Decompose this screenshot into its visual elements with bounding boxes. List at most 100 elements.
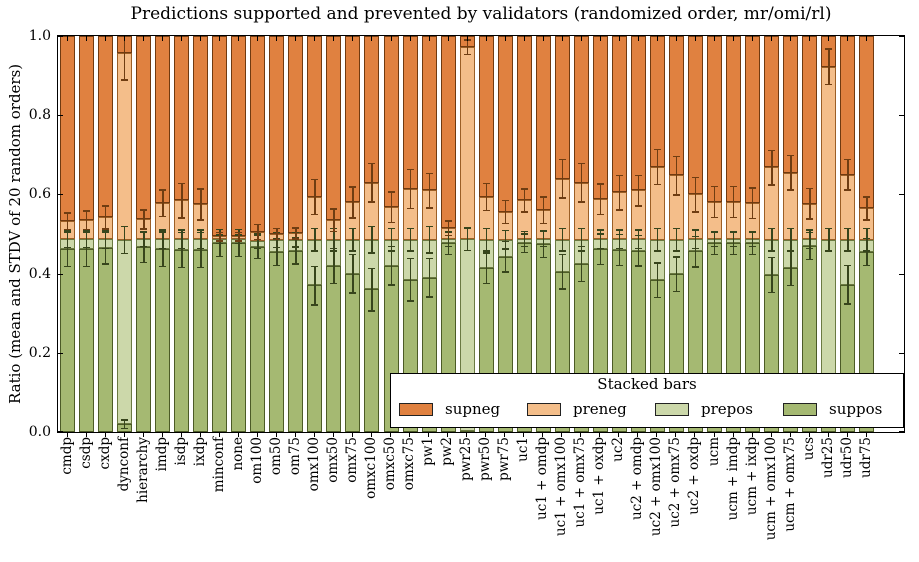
error-bar-cap	[653, 262, 661, 264]
bar-segment-supneg	[554, 36, 570, 179]
error-bar-line	[847, 158, 849, 191]
error-bar-cap	[577, 201, 585, 203]
error-bar-cap	[159, 229, 167, 231]
error-bar-line	[333, 208, 335, 232]
x-tick-bottom	[66, 433, 68, 437]
error-bar-cap	[672, 194, 680, 196]
x-tick-label: omx50	[324, 437, 341, 483]
x-tick-bottom	[789, 433, 791, 437]
error-bar-cap	[273, 246, 281, 249]
bar-segment-supneg	[98, 36, 114, 218]
error-bar-cap	[653, 250, 661, 252]
error-bar-line	[561, 227, 564, 252]
error-bar-line	[866, 227, 868, 252]
x-tick-top	[790, 36, 792, 41]
error-bar-cap	[520, 230, 528, 233]
x-tick-label: ucm + imdp	[724, 437, 741, 521]
error-bar-cap	[596, 213, 604, 216]
error-bar-line	[86, 230, 88, 248]
x-tick-top	[466, 36, 468, 41]
error-bar-line	[105, 205, 107, 230]
error-bar-line	[771, 149, 773, 186]
error-bar-line	[352, 186, 354, 219]
x-tick-label: cxdp	[96, 437, 113, 470]
legend: Stacked bars supneg preneg prepos suppos	[390, 373, 904, 428]
legend-entries: supneg preneg prepos suppos	[391, 395, 903, 423]
x-tick-bottom	[618, 433, 620, 437]
error-bar-cap	[577, 280, 585, 282]
error-bar-cap	[730, 186, 738, 188]
error-bar-cap	[273, 238, 281, 241]
error-bar-cap	[197, 188, 205, 190]
x-tick-top	[771, 36, 773, 41]
bar-segment-suppos	[288, 250, 304, 432]
y-tick-label: 0.0	[28, 424, 51, 440]
bar-segment-supneg	[497, 36, 513, 212]
error-bar-line	[847, 227, 849, 252]
x-tick-top	[561, 36, 563, 41]
error-bar-cap	[672, 250, 680, 252]
error-bar-cap	[539, 196, 547, 198]
x-tick-label: hierarchy	[134, 437, 151, 503]
x-tick-bottom	[542, 433, 544, 437]
legend-entry-label: supneg	[445, 400, 501, 418]
error-bar-cap	[330, 282, 338, 284]
error-bar-cap	[159, 215, 167, 218]
error-bar-cap	[596, 183, 604, 185]
error-bar-cap	[197, 229, 205, 231]
x-tick-top	[656, 36, 658, 41]
error-bar-cap	[387, 227, 395, 230]
error-bar-cap	[634, 205, 642, 207]
error-bar-line	[866, 237, 868, 266]
error-bar-cap	[64, 228, 71, 231]
error-bar-line	[485, 227, 488, 252]
error-bar-cap	[463, 250, 471, 252]
x-tick-label: pwr75	[496, 437, 513, 481]
error-bar-cap	[558, 288, 566, 290]
error-bar-line	[504, 240, 507, 273]
legend-swatch-supneg	[399, 402, 433, 416]
error-bar-line	[733, 231, 735, 248]
x-tick-top	[390, 36, 392, 41]
error-bar-cap	[577, 250, 585, 252]
error-bar-cap	[844, 227, 852, 230]
x-tick-label: imdp	[153, 437, 170, 472]
error-bar-cap	[311, 250, 319, 252]
error-bar-cap	[558, 197, 566, 199]
error-bar-line	[295, 236, 297, 265]
x-tick-label: minconf	[210, 437, 227, 493]
bar-segment-supneg	[421, 36, 437, 191]
error-bar-line	[352, 253, 354, 294]
error-bar-line	[790, 154, 792, 191]
x-tick-top	[181, 36, 183, 41]
x-tick-label: ucm + ixdp	[743, 437, 760, 516]
error-bar-cap	[102, 248, 110, 250]
error-bar-line	[580, 245, 583, 282]
x-tick-label: ucs	[800, 437, 817, 461]
bar-segment-suppos	[193, 249, 209, 432]
error-bar-line	[124, 36, 126, 81]
error-bar-cap	[577, 162, 585, 165]
error-bar-cap	[444, 246, 452, 248]
x-tick-top	[447, 36, 449, 41]
bar-segment-supneg	[783, 36, 799, 173]
error-bar-cap	[539, 245, 547, 248]
error-bar-cap	[349, 292, 357, 294]
error-bar-line	[523, 188, 526, 213]
error-bar-line	[181, 229, 183, 250]
error-bar-cap	[425, 252, 433, 254]
error-bar-cap	[482, 252, 490, 254]
bar-segment-supneg	[174, 36, 190, 201]
error-bar-cap	[711, 186, 719, 188]
error-bar-cap	[749, 246, 757, 248]
bar-segment-suppos	[269, 251, 285, 432]
error-bar-cap	[615, 174, 623, 176]
error-bar-cap	[368, 162, 376, 165]
x-tick-top	[409, 36, 411, 41]
bar-segment-supneg	[630, 36, 646, 191]
error-bar-cap	[235, 228, 243, 231]
x-tick-bottom	[180, 433, 182, 437]
bar-segment-suppos	[98, 247, 114, 432]
error-bar-line	[276, 237, 278, 266]
x-tick-label: om50	[267, 437, 284, 476]
